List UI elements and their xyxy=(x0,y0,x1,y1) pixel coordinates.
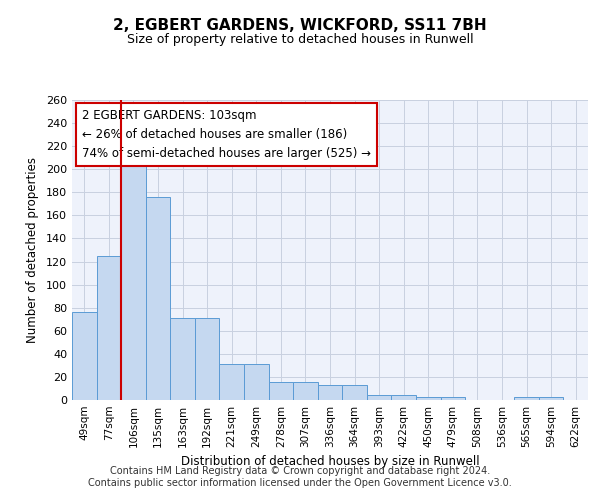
Bar xyxy=(391,396,416,400)
Bar xyxy=(342,385,367,400)
Bar xyxy=(72,312,97,400)
Text: Size of property relative to detached houses in Runwell: Size of property relative to detached ho… xyxy=(127,32,473,46)
Bar xyxy=(170,318,195,400)
Bar xyxy=(146,197,170,400)
Bar xyxy=(416,396,440,400)
Bar xyxy=(121,161,146,400)
Text: 2, EGBERT GARDENS, WICKFORD, SS11 7BH: 2, EGBERT GARDENS, WICKFORD, SS11 7BH xyxy=(113,18,487,32)
Bar xyxy=(514,396,539,400)
Bar xyxy=(440,396,465,400)
Text: 2 EGBERT GARDENS: 103sqm
← 26% of detached houses are smaller (186)
74% of semi-: 2 EGBERT GARDENS: 103sqm ← 26% of detach… xyxy=(82,109,371,160)
Bar xyxy=(269,382,293,400)
X-axis label: Distribution of detached houses by size in Runwell: Distribution of detached houses by size … xyxy=(181,456,479,468)
Bar xyxy=(539,396,563,400)
Bar xyxy=(244,364,269,400)
Bar xyxy=(220,364,244,400)
Y-axis label: Number of detached properties: Number of detached properties xyxy=(26,157,39,343)
Bar xyxy=(97,256,121,400)
Bar xyxy=(293,382,318,400)
Bar xyxy=(318,385,342,400)
Bar xyxy=(195,318,220,400)
Text: Contains HM Land Registry data © Crown copyright and database right 2024.
Contai: Contains HM Land Registry data © Crown c… xyxy=(88,466,512,487)
Bar xyxy=(367,396,391,400)
